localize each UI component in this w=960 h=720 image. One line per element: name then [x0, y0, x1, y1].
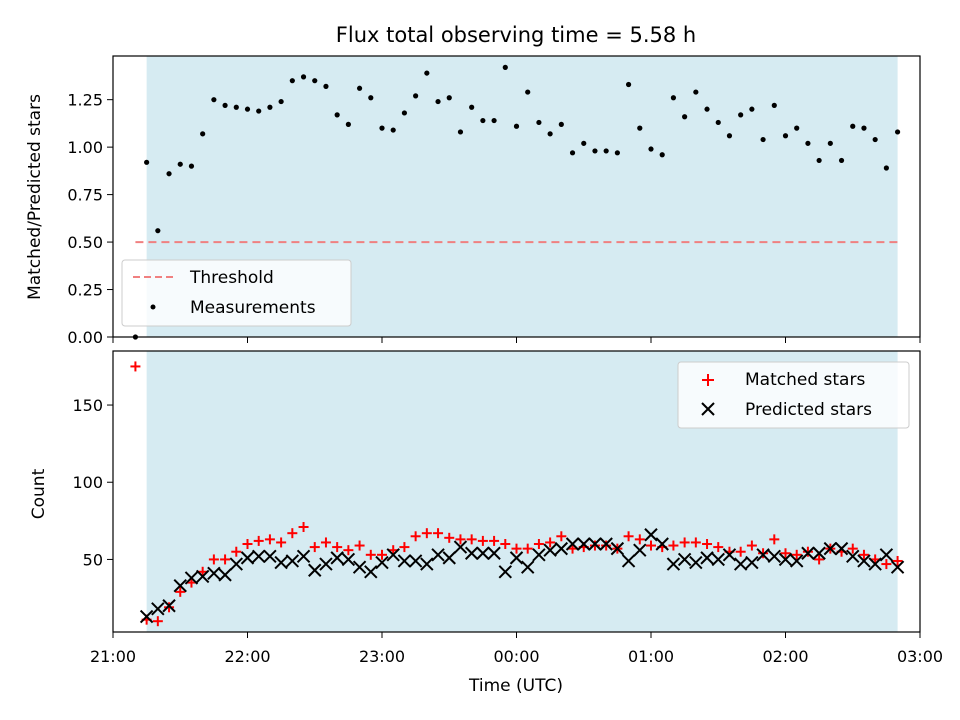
- measurement-point: [234, 105, 239, 110]
- top-ylabel: Matched/Predicted stars: [25, 94, 45, 300]
- top-ytick-label: 0.75: [67, 186, 103, 205]
- measurement-point: [144, 160, 149, 165]
- measurement-point: [447, 95, 452, 100]
- flux-chart-figure: Flux total observing time = 5.58 h Match…: [0, 0, 960, 720]
- measurement-point: [895, 129, 900, 134]
- measurement-point: [648, 146, 653, 151]
- bottom-ytick-label: 50: [83, 550, 103, 569]
- measurement-point: [379, 126, 384, 131]
- measurement-point: [424, 70, 429, 75]
- bottom-ytick-label: 100: [72, 473, 103, 492]
- measurement-point: [503, 65, 508, 70]
- top-ytick-label: 0.50: [67, 233, 103, 252]
- measurement-point: [402, 110, 407, 115]
- legend-threshold-label: Threshold: [189, 268, 274, 288]
- measurement-point: [861, 126, 866, 131]
- bottom-legend: Matched stars Predicted stars: [678, 362, 909, 428]
- measurement-point: [548, 131, 553, 136]
- measurement-point: [222, 103, 227, 108]
- measurement-point: [189, 164, 194, 169]
- measurement-point: [559, 122, 564, 127]
- bottom-xtick-label: 22:00: [224, 647, 270, 666]
- legend-predicted-label: Predicted stars: [745, 400, 872, 420]
- legend-matched-label: Matched stars: [745, 370, 865, 390]
- measurement-point: [839, 158, 844, 163]
- measurement-point: [716, 120, 721, 125]
- bottom-ytick-label: 150: [72, 396, 103, 415]
- bottom-xtick-label: 02:00: [762, 647, 808, 666]
- measurement-point: [312, 78, 317, 83]
- measurement-point: [704, 107, 709, 112]
- bottom-xlabel: Time (UTC): [468, 676, 563, 696]
- measurement-point: [346, 122, 351, 127]
- measurement-point: [805, 141, 810, 146]
- measurement-point: [469, 105, 474, 110]
- top-ytick-label: 1.25: [67, 91, 103, 110]
- measurement-point: [480, 118, 485, 123]
- measurement-point: [458, 129, 463, 134]
- measurement-point: [279, 99, 284, 104]
- chart-title: Flux total observing time = 5.58 h: [336, 23, 696, 47]
- measurement-point: [368, 95, 373, 100]
- measurement-point: [155, 228, 160, 233]
- measurement-point: [267, 105, 272, 110]
- bottom-xtick-label: 23:00: [359, 647, 405, 666]
- measurement-point: [637, 126, 642, 131]
- measurement-point: [682, 114, 687, 119]
- bottom-xtick-label: 01:00: [628, 647, 674, 666]
- measurement-point: [491, 118, 496, 123]
- measurement-point: [592, 148, 597, 153]
- measurement-point: [323, 84, 328, 89]
- measurement-point: [570, 150, 575, 155]
- measurement-point: [211, 97, 216, 102]
- measurement-point: [693, 89, 698, 94]
- measurement-point: [828, 141, 833, 146]
- measurement-point: [301, 74, 306, 79]
- top-legend: Threshold Measurements: [122, 260, 351, 326]
- measurement-point: [391, 127, 396, 132]
- measurement-point: [335, 112, 340, 117]
- measurement-point: [884, 165, 889, 170]
- measurement-point: [178, 162, 183, 167]
- measurement-point: [660, 152, 665, 157]
- measurement-point: [738, 112, 743, 117]
- measurement-point: [435, 99, 440, 104]
- bottom-xtick-label: 00:00: [493, 647, 539, 666]
- top-ytick-label: 1.00: [67, 138, 103, 157]
- measurement-point: [626, 82, 631, 87]
- measurement-point: [671, 95, 676, 100]
- measurement-point: [514, 124, 519, 129]
- measurement-point: [749, 107, 754, 112]
- bottom-xtick-label: 21:00: [90, 647, 136, 666]
- legend-measurements-label: Measurements: [190, 298, 316, 318]
- measurement-point: [727, 133, 732, 138]
- legend-measurements-swatch: [151, 305, 156, 310]
- measurement-point: [850, 124, 855, 129]
- measurement-point: [604, 148, 609, 153]
- measurement-point: [200, 131, 205, 136]
- measurement-point: [783, 133, 788, 138]
- measurement-point: [581, 141, 586, 146]
- measurement-point: [256, 108, 261, 113]
- measurement-point: [166, 171, 171, 176]
- measurement-point: [357, 86, 362, 91]
- measurement-point: [794, 126, 799, 131]
- measurement-point: [817, 158, 822, 163]
- measurement-point: [772, 103, 777, 108]
- measurement-point: [536, 120, 541, 125]
- top-ytick-label: 0.00: [67, 328, 103, 347]
- bottom-xtick-label: 03:00: [897, 647, 943, 666]
- top-ytick-label: 0.25: [67, 281, 103, 300]
- measurement-point: [760, 137, 765, 142]
- measurement-point: [413, 93, 418, 98]
- measurement-point: [873, 137, 878, 142]
- measurement-point: [245, 107, 250, 112]
- measurement-point: [290, 78, 295, 83]
- measurement-point: [615, 150, 620, 155]
- bottom-ylabel: Count: [29, 468, 49, 519]
- measurement-point: [525, 89, 530, 94]
